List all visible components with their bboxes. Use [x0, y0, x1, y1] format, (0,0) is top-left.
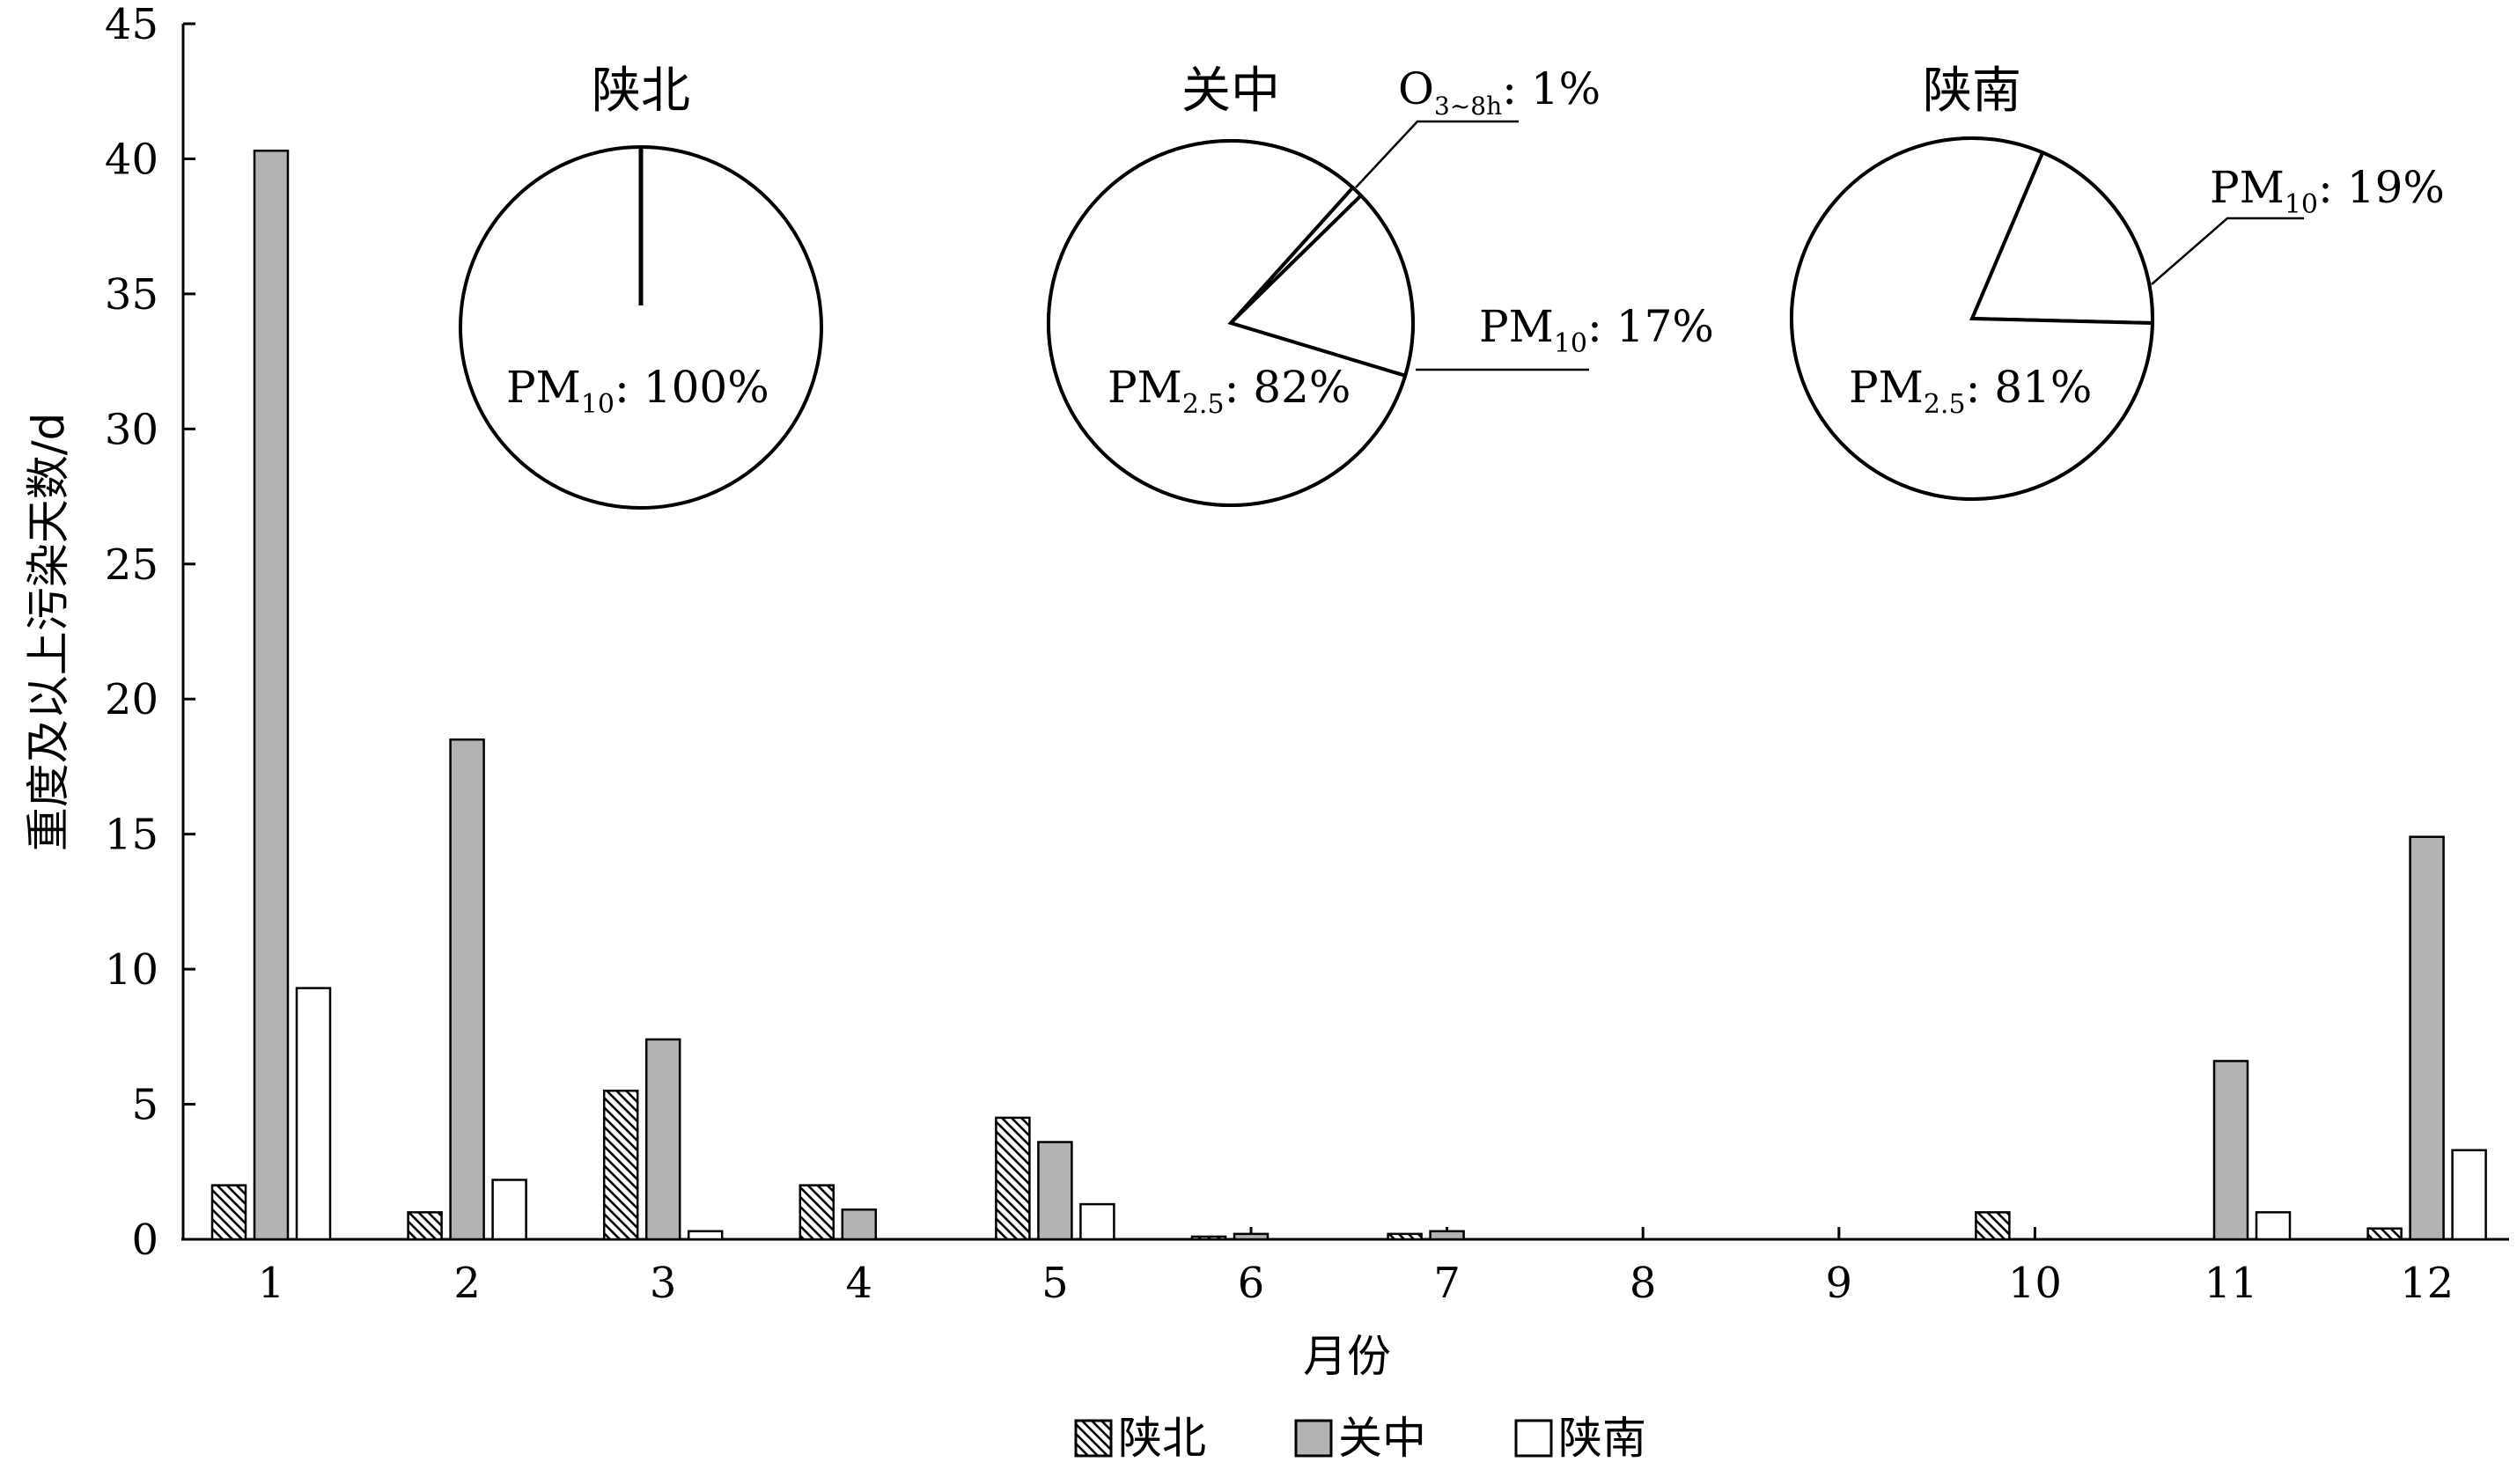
- bar-guanzhong: [2212, 1060, 2249, 1241]
- pie-slice-pm10: [1227, 193, 1415, 378]
- x-tick-label: 12: [2400, 1259, 2454, 1308]
- bar-shaanbei: [602, 1089, 639, 1241]
- pie-guanzhong: 关中 PM2.5: 82% PM10: 17% O3~8h: 1%: [1047, 62, 1714, 508]
- y-tick-label: 5: [131, 1081, 158, 1130]
- legend-item-guanzhong: 关中: [1294, 1413, 1426, 1464]
- legend-item-shaanbei: 陕北: [1074, 1413, 1206, 1464]
- bar-guanzhong: [644, 1038, 681, 1241]
- bar-guanzhong: [449, 738, 485, 1241]
- bar-shaannan: [1079, 1202, 1115, 1241]
- pie-label-shaanbei-pm10: PM10: 100%: [506, 362, 769, 420]
- bar-guanzhong: [2409, 835, 2445, 1241]
- y-axis-ticks: 0 5 10 15 20 25 30 35 40 45: [105, 0, 195, 1265]
- legend-swatch-shaanbei: [1074, 1419, 1113, 1458]
- bar-guanzhong: [253, 149, 290, 1241]
- bar-shaannan: [687, 1230, 724, 1241]
- y-tick-label: 15: [105, 811, 158, 860]
- y-tick-label: 40: [105, 135, 158, 184]
- y-tick-label: 0: [131, 1216, 158, 1265]
- pie-title-shaannan: 陕南: [1923, 62, 2021, 120]
- y-axis-label: 重度及以上污染天数/d: [23, 413, 74, 852]
- pie-leader-shaannan-pm10: [2151, 217, 2304, 285]
- pie-shaannan: 陕南 PM2.5: 81% PM10: 19%: [1790, 62, 2445, 501]
- bar-shaanbei: [799, 1184, 835, 1241]
- bar-guanzhong: [1429, 1230, 1465, 1241]
- bar-shaanbei: [407, 1211, 443, 1241]
- bar-series: [210, 149, 2487, 1241]
- bar-shaanbei: [210, 1184, 247, 1241]
- x-tick-label: 6: [1238, 1259, 1265, 1308]
- pie-label-guanzhong-pm10: PM10: 17%: [1479, 301, 1714, 359]
- x-tick-label: 9: [1826, 1259, 1853, 1308]
- x-tick-label: 11: [2204, 1259, 2257, 1308]
- pie-title-shaanbei: 陕北: [592, 62, 690, 120]
- y-tick-label: 10: [105, 945, 158, 995]
- bar-shaannan: [491, 1179, 527, 1241]
- x-axis-ticks: 1 2 3 4 5 6 7 8 9 10 11 12: [258, 1227, 2454, 1308]
- y-tick-label: 25: [105, 540, 158, 590]
- x-tick-label: 3: [650, 1259, 677, 1308]
- x-tick-label: 8: [1630, 1259, 1657, 1308]
- bar-shaanbei: [1975, 1211, 2011, 1241]
- bar-guanzhong: [841, 1208, 878, 1241]
- bar-shaannan: [2255, 1211, 2292, 1241]
- legend-label-shaannan: 陕南: [1558, 1413, 1646, 1464]
- y-tick-label: 35: [105, 270, 158, 320]
- bar-shaanbei: [1387, 1232, 1423, 1241]
- pie-slices-shaanbei: [459, 145, 823, 510]
- x-tick-label: 7: [1433, 1259, 1461, 1308]
- pie-title-guanzhong: 关中: [1181, 62, 1280, 120]
- x-tick-label: 2: [453, 1259, 481, 1308]
- x-tick-label: 1: [258, 1259, 285, 1308]
- legend-swatch-shaannan: [1514, 1419, 1553, 1458]
- pie-shaanbei: 陕北 PM10: 100%: [459, 62, 823, 510]
- legend-swatch-guanzhong: [1294, 1419, 1333, 1458]
- bar-shaanbei: [2366, 1227, 2403, 1241]
- legend: 陕北 关中 陕南: [1074, 1413, 1646, 1464]
- x-tick-label: 10: [2008, 1259, 2062, 1308]
- y-tick-label: 45: [105, 0, 158, 49]
- bar-guanzhong: [1037, 1141, 1073, 1241]
- legend-item-shaannan: 陕南: [1514, 1413, 1646, 1464]
- pie-slice-pm10: [1969, 150, 2154, 326]
- pie-slices-shaannan: [1790, 136, 2154, 501]
- pie-label-guanzhong-o3: O3~8h: 1%: [1398, 63, 1601, 121]
- y-tick-label: 20: [105, 675, 158, 724]
- bar-guanzhong: [1233, 1232, 1270, 1241]
- x-tick-label: 5: [1041, 1259, 1069, 1308]
- bar-shaanbei: [995, 1116, 1031, 1241]
- pie-label-shaannan-pm25: PM2.5: 81%: [1849, 362, 2092, 420]
- x-tick-label: 4: [846, 1259, 873, 1308]
- bar-shaannan: [295, 987, 332, 1241]
- pie-slices-guanzhong: [1047, 139, 1415, 508]
- pie-label-shaannan-pm10: PM10: 19%: [2210, 162, 2445, 220]
- x-axis-label: 月份: [1303, 1331, 1391, 1382]
- legend-label-shaanbei: 陕北: [1118, 1413, 1206, 1464]
- bar-shaannan: [2451, 1149, 2487, 1241]
- pie-label-guanzhong-pm25: PM2.5: 82%: [1108, 362, 1350, 420]
- pie-slice-pm25: [1047, 139, 1408, 508]
- pie-leader-guanzhong-o3: [1355, 120, 1519, 188]
- pie-slice-pm25: [1790, 136, 2154, 501]
- y-tick-label: 30: [105, 405, 158, 454]
- legend-label-guanzhong: 关中: [1338, 1413, 1426, 1464]
- bar-shaanbei: [1190, 1235, 1227, 1241]
